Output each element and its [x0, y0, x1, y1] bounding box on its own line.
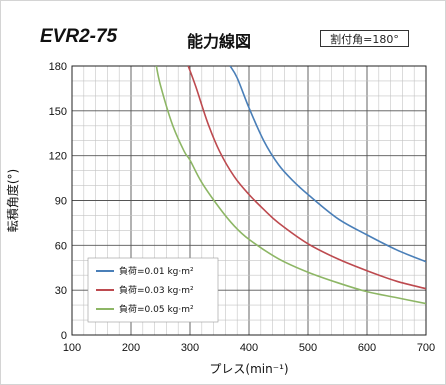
- y-tick-label: 30: [55, 285, 67, 297]
- x-tick-label: 600: [358, 342, 376, 354]
- series-line-1: [229, 66, 426, 263]
- y-tick-label: 150: [49, 106, 67, 118]
- x-tick-label: 300: [181, 342, 199, 354]
- legend-label: 負荷=0.01 kg·m²: [119, 265, 194, 277]
- series-line-2: [187, 66, 426, 290]
- x-tick-label: 700: [417, 342, 435, 354]
- y-tick-label: 120: [49, 151, 67, 163]
- legend-label: 負荷=0.03 kg·m²: [119, 284, 194, 296]
- indexing-angle-badge: 割付角=180°: [320, 30, 409, 47]
- series-line-3: [155, 66, 426, 305]
- x-tick-label: 500: [299, 342, 317, 354]
- legend-label: 負荷=0.05 kg·m²: [119, 303, 194, 315]
- series-layer: [155, 66, 426, 305]
- x-tick-label: 100: [63, 342, 81, 354]
- y-tick-label: 60: [55, 240, 67, 252]
- model-title: EVR2-75: [40, 26, 118, 47]
- x-tick-label: 200: [122, 342, 140, 354]
- y-axis-title: 転積角度(°): [5, 169, 20, 232]
- plot-border: [71, 65, 427, 336]
- legend: 負荷=0.01 kg·m² 負荷=0.03 kg·m² 負荷=0.05 kg·m²: [87, 257, 219, 323]
- chart-title: 能力線図: [187, 32, 252, 51]
- x-tick-label: 400: [240, 342, 258, 354]
- y-tick-label: 180: [49, 61, 67, 73]
- x-axis-title: プレス(min⁻¹): [209, 362, 288, 376]
- tick-labels: 100 200 300 400 500 600 700 0 30 60 90 120 150 180: [49, 61, 436, 354]
- y-tick-label: 0: [61, 330, 67, 342]
- y-tick-label: 90: [55, 196, 67, 208]
